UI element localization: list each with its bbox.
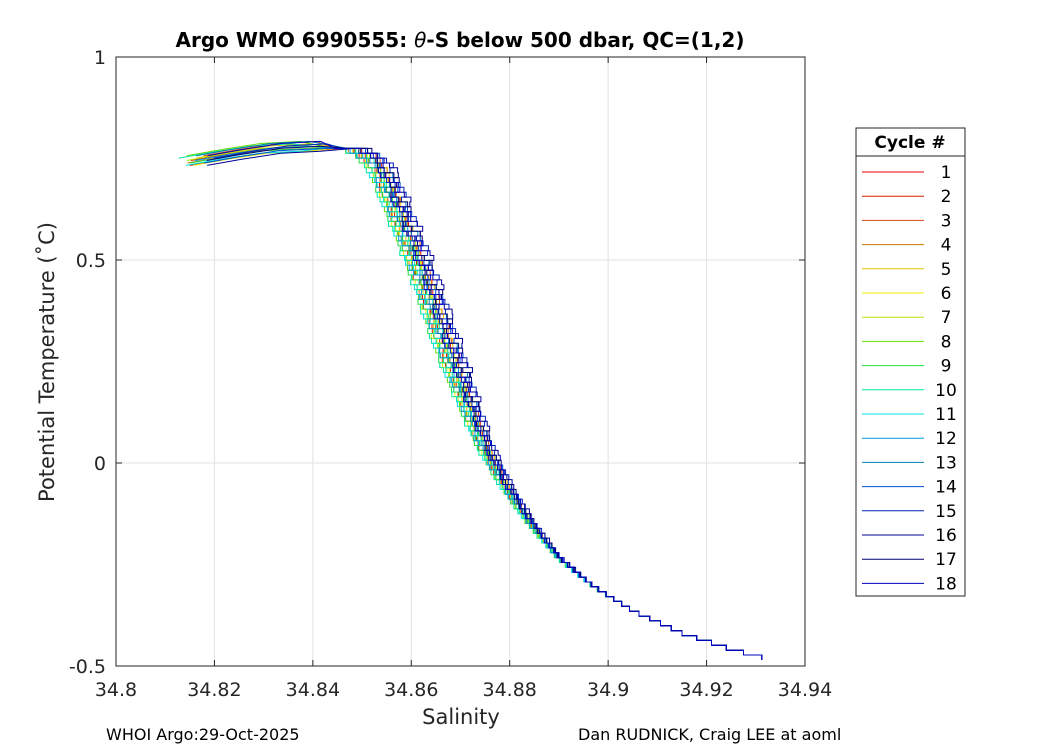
legend-label-cycle-5: 5 xyxy=(941,260,952,280)
axis-ticks xyxy=(115,56,806,667)
legend-label-cycle-3: 3 xyxy=(941,211,952,231)
legend-label-cycle-13: 13 xyxy=(935,453,957,473)
x-tick-label: 34.88 xyxy=(483,679,537,701)
legend-label-cycle-7: 7 xyxy=(941,308,952,328)
legend-label-cycle-6: 6 xyxy=(941,284,952,304)
x-tick-label: 34.92 xyxy=(679,679,733,701)
legend-label-cycle-9: 9 xyxy=(941,357,952,377)
legend-title: Cycle # xyxy=(874,133,945,153)
y-tick-label: 1 xyxy=(94,47,106,69)
legend-label-cycle-15: 15 xyxy=(935,502,957,522)
x-tick-labels: 34.8 34.82 34.84 34.86 34.88 34.9 34.92 34.94 xyxy=(95,679,832,701)
legend-label-cycle-18: 18 xyxy=(935,574,957,594)
y-tick-label: -0.5 xyxy=(69,656,106,678)
x-tick-label: 34.8 xyxy=(95,679,137,701)
footer-right: Dan RUDNICK, Craig LEE at aoml xyxy=(578,725,842,744)
y-tick-label: 0.5 xyxy=(76,250,106,272)
legend-label-cycle-16: 16 xyxy=(935,526,957,546)
legend-box xyxy=(855,127,966,597)
x-axis-label: Salinity xyxy=(422,705,500,729)
footer-left: WHOI Argo:29-Oct-2025 xyxy=(106,725,300,744)
legend-label-cycle-8: 8 xyxy=(941,332,952,352)
x-tick-label: 34.86 xyxy=(384,679,438,701)
chart-title: Argo WMO 6990555: θ-S below 500 dbar, QC… xyxy=(176,28,745,52)
x-tick-label: 34.84 xyxy=(286,679,340,701)
legend-label-cycle-1: 1 xyxy=(941,163,952,183)
y-tick-labels: -0.5 0 0.5 1 xyxy=(69,47,106,678)
legend-label-cycle-10: 10 xyxy=(935,381,957,401)
legend-label-cycle-17: 17 xyxy=(935,550,957,570)
x-tick-label: 34.9 xyxy=(587,679,629,701)
y-tick-label: 0 xyxy=(94,453,106,475)
series-line-cycle-18 xyxy=(207,140,763,660)
legend-label-cycle-12: 12 xyxy=(935,429,957,449)
x-tick-label: 34.94 xyxy=(778,679,832,701)
y-axis-label: Potential Temperature (˚C) xyxy=(35,222,59,502)
legend-label-cycle-11: 11 xyxy=(935,405,957,425)
legend-label-cycle-4: 4 xyxy=(941,236,952,256)
x-tick-label: 34.82 xyxy=(187,679,241,701)
legend-label-cycle-2: 2 xyxy=(941,187,952,207)
axes-box xyxy=(115,56,806,667)
theta-s-curves xyxy=(178,140,763,660)
legend-label-cycle-14: 14 xyxy=(935,478,957,498)
